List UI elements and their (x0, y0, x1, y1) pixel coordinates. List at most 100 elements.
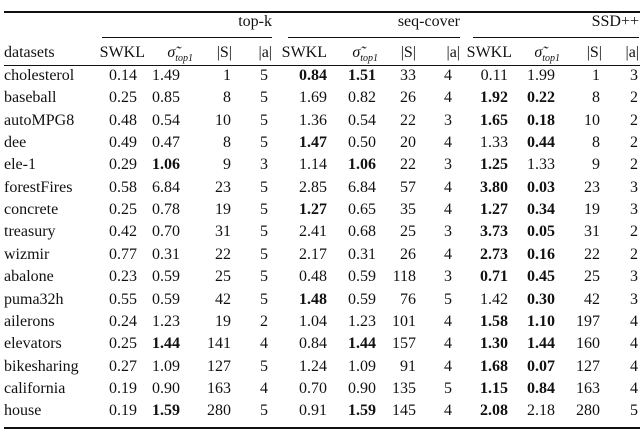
table-row: baseball 0.25 0.85 8 5 1.69 0.82 26 4 1.92 0.22 8 2 (0, 88, 640, 110)
cell-seqcover-sigma: 0.68 (348, 223, 376, 241)
cmidrule-top-k (102, 37, 272, 38)
cell-seqcover-s: 20 (400, 134, 416, 152)
cell-seqcover-a: 5 (444, 379, 452, 397)
cell-ssd-a: 2 (630, 111, 638, 129)
cell-topk-a: 5 (260, 134, 268, 152)
cell-topk-a: 3 (260, 156, 268, 174)
cell-ssd-sigma: 0.03 (527, 178, 555, 196)
cell-topk-swkl: 0.25 (109, 335, 137, 353)
cell-seqcover-a: 4 (444, 201, 452, 219)
cell-ssd-a: 3 (630, 178, 638, 196)
header-s: |S| (586, 44, 602, 61)
cell-seqcover-swkl: 0.91 (299, 402, 327, 420)
cell-ssd-s: 19 (584, 201, 600, 219)
cell-seqcover-swkl: 1.04 (299, 312, 327, 330)
cell-topk-swkl: 0.48 (109, 111, 137, 129)
table-row: elevators 0.25 1.44 141 4 0.84 1.44 157 4 1.30 1.4… (0, 334, 640, 356)
cell-ssd-a: 4 (630, 357, 638, 375)
header-s: |S| (216, 44, 232, 61)
cell-ssd-a: 2 (630, 89, 638, 107)
cell-topk-a: 5 (260, 245, 268, 263)
cell-topk-sigma: 1.49 (152, 67, 180, 84)
cell-seqcover-sigma: 0.82 (348, 89, 376, 107)
cell-topk-swkl: 0.24 (109, 312, 137, 330)
cell-seqcover-a: 3 (444, 111, 452, 129)
cell-ssd-s: 9 (592, 156, 600, 174)
cell-ssd-swkl: 2.73 (480, 245, 508, 263)
table-row: cholesterol 0.14 1.49 1 5 0.84 1.51 33 4 0.11 1.99… (0, 66, 640, 88)
cell-ssd-a: 3 (630, 67, 638, 84)
cell-seqcover-a: 4 (444, 89, 452, 107)
cell-ssd-s: 280 (576, 402, 600, 420)
cell-topk-sigma: 1.59 (152, 402, 180, 420)
cell-ssd-sigma: 1.10 (527, 312, 555, 330)
cell-seqcover-sigma: 0.50 (348, 134, 376, 152)
cell-ssd-s: 25 (584, 268, 600, 286)
cell-seqcover-a: 4 (444, 67, 452, 84)
cell-topk-a: 5 (260, 357, 268, 375)
top-rule (4, 11, 640, 13)
header-s: |S| (400, 44, 416, 61)
table-row: abalone 0.23 0.59 25 5 0.48 0.59 118 3 0.71 0.45 25… (0, 267, 640, 289)
cell-seqcover-s: 145 (392, 402, 416, 420)
cell-seqcover-a: 4 (444, 178, 452, 196)
cell-seqcover-s: 33 (400, 67, 416, 84)
dataset-name: elevators (4, 335, 62, 353)
cell-ssd-sigma: 0.18 (527, 111, 555, 129)
cell-topk-sigma: 0.70 (152, 223, 180, 241)
cell-ssd-swkl: 1.15 (480, 379, 508, 397)
cell-topk-swkl: 0.49 (109, 134, 137, 152)
cell-topk-a: 5 (260, 290, 268, 308)
cell-ssd-s: 31 (584, 223, 600, 241)
cell-ssd-sigma: 1.33 (527, 156, 555, 174)
cell-topk-sigma: 0.31 (152, 245, 180, 263)
cell-topk-a: 4 (260, 335, 268, 353)
cell-seqcover-sigma: 1.09 (348, 357, 376, 375)
cell-topk-s: 280 (207, 402, 231, 420)
cell-topk-swkl: 0.25 (109, 89, 137, 107)
cell-seqcover-sigma: 0.59 (348, 290, 376, 308)
cell-ssd-s: 42 (584, 290, 600, 308)
cell-topk-swkl: 0.55 (109, 290, 137, 308)
cell-seqcover-s: 135 (392, 379, 416, 397)
cell-ssd-s: 160 (576, 335, 600, 353)
cell-topk-s: 42 (215, 290, 231, 308)
cell-ssd-swkl: 2.08 (480, 402, 508, 420)
cell-ssd-s: 10 (584, 111, 600, 129)
cell-topk-a: 5 (260, 178, 268, 196)
cell-topk-sigma: 0.54 (152, 111, 180, 129)
cell-ssd-s: 197 (576, 312, 600, 330)
cell-seqcover-sigma: 1.44 (348, 335, 376, 353)
dataset-name: ailerons (4, 312, 55, 330)
cell-seqcover-swkl: 0.70 (299, 379, 327, 397)
cell-seqcover-sigma: 1.23 (348, 312, 376, 330)
cell-seqcover-swkl: 1.24 (299, 357, 327, 375)
group-header-0: top-k (238, 13, 272, 30)
bottom-rule (4, 427, 640, 429)
cell-seqcover-swkl: 0.84 (299, 335, 327, 353)
cell-seqcover-a: 5 (444, 290, 452, 308)
cell-ssd-sigma: 0.45 (527, 268, 555, 286)
cell-topk-sigma: 0.59 (152, 268, 180, 286)
cell-seqcover-a: 4 (444, 402, 452, 420)
cell-seqcover-swkl: 1.48 (299, 290, 327, 308)
header-a: |a| (625, 44, 639, 61)
cell-seqcover-sigma: 0.59 (348, 268, 376, 286)
cell-ssd-swkl: 1.58 (480, 312, 508, 330)
dataset-name: treasury (4, 223, 56, 241)
cell-seqcover-sigma: 6.84 (348, 178, 376, 196)
cell-seqcover-a: 3 (444, 223, 452, 241)
cell-seqcover-swkl: 0.48 (299, 268, 327, 286)
dataset-name: bikesharing (4, 357, 79, 375)
cell-topk-a: 2 (260, 312, 268, 330)
cell-seqcover-sigma: 1.51 (348, 67, 376, 84)
dataset-name: concrete (4, 201, 59, 219)
cell-topk-swkl: 0.42 (109, 223, 137, 241)
cell-ssd-s: 163 (576, 379, 600, 397)
table-row: house 0.19 1.59 280 5 0.91 1.59 145 4 2.08 2.18 280… (0, 401, 640, 423)
cell-topk-s: 22 (215, 245, 231, 263)
header-sigma-top1: σ̃top1 (167, 43, 193, 69)
table-row: bikesharing 0.27 1.09 127 5 1.24 1.09 91 4 1.68 0.… (0, 357, 640, 379)
dataset-name: dee (4, 134, 27, 152)
cell-seqcover-swkl: 2.85 (299, 178, 327, 196)
